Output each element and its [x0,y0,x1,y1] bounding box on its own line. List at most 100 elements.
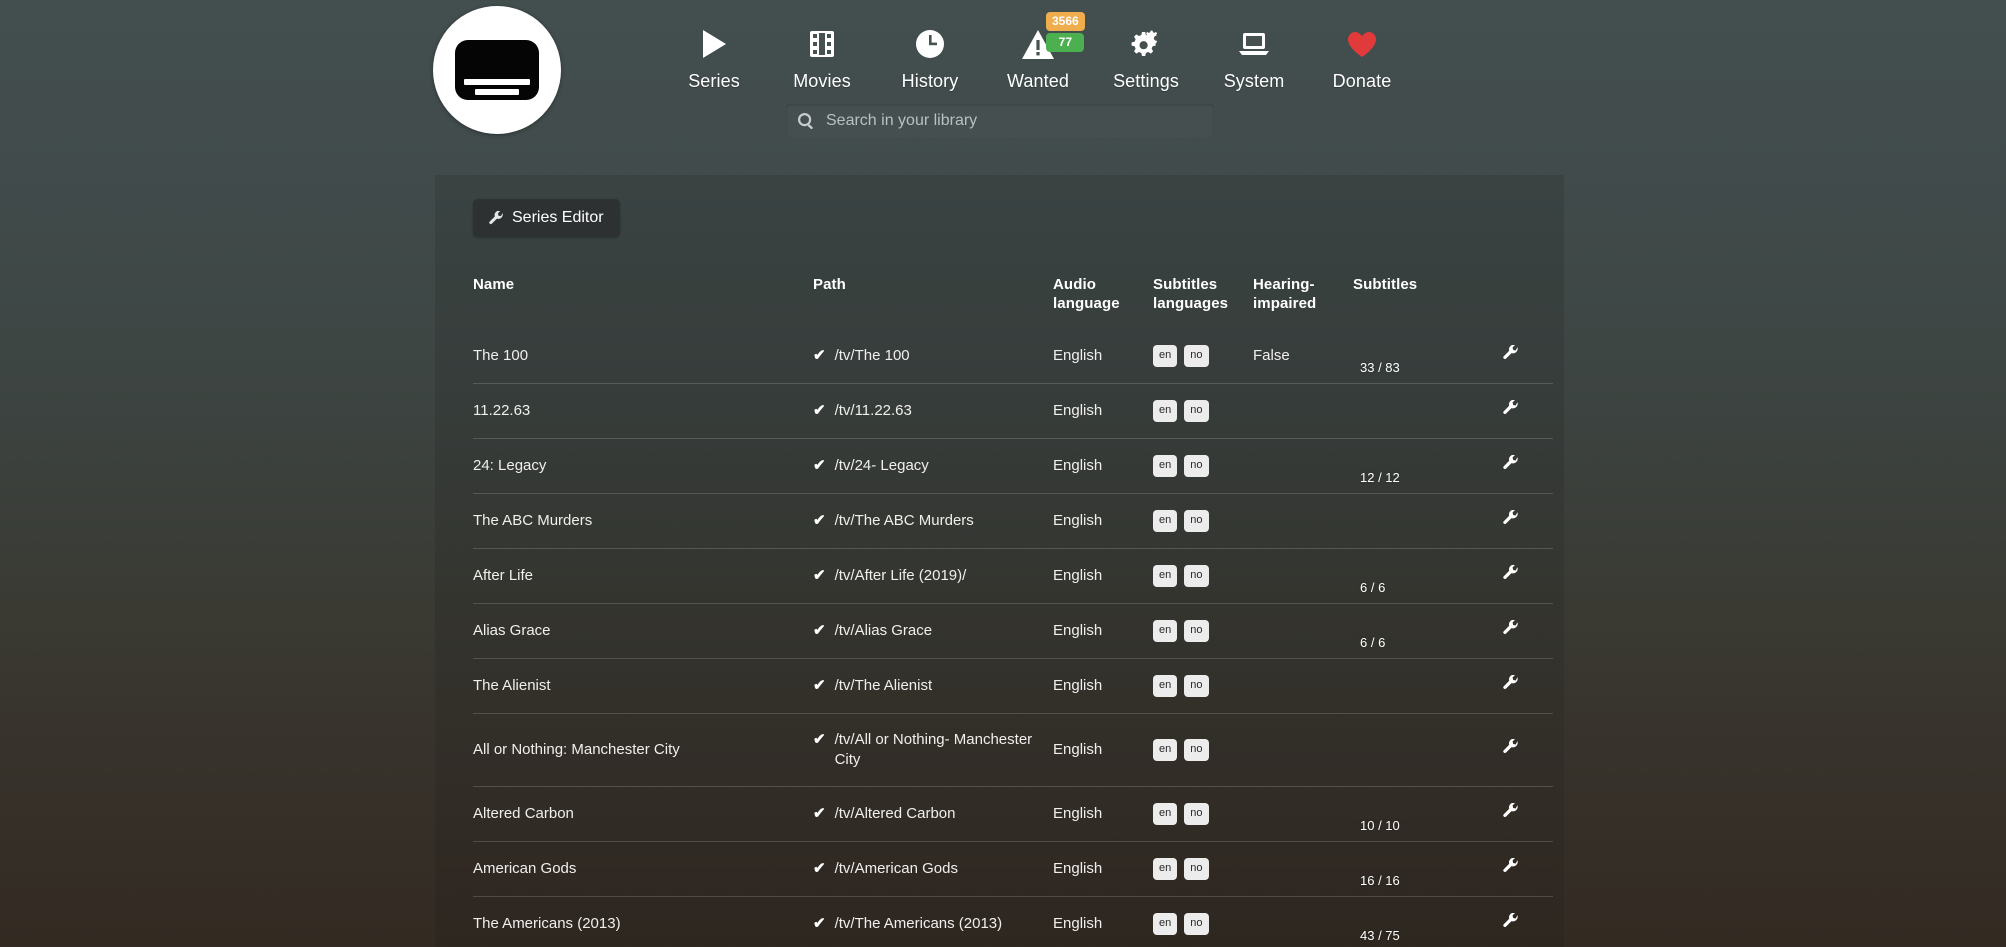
series-editor-button[interactable]: Series Editor [473,199,620,237]
nav-label-system: System [1223,71,1285,91]
row-edit-wrench-icon[interactable] [1503,858,1519,874]
row-edit-wrench-icon[interactable] [1503,510,1519,526]
cell-series-name[interactable]: 11.22.63 [473,383,813,439]
bazarr-logo-icon[interactable] [433,6,561,134]
table-row[interactable]: The 100 ✔ /tv/The 100 English en no False… [473,329,1553,384]
nav-item-history[interactable]: History [876,18,984,92]
table-row[interactable]: After Life ✔ /tv/After Life (2019)/ Engl… [473,548,1553,604]
subtitle-language-pill[interactable]: no [1184,345,1209,367]
subtitle-language-pill[interactable]: en [1153,510,1178,532]
table-row[interactable]: Alias Grace ✔ /tv/Alias Grace English en… [473,603,1553,659]
cell-series-path: ✔ /tv/The Alienist [813,658,1053,714]
cell-series-name[interactable]: The Americans (2013) [473,896,813,947]
cell-subtitles-languages: en no [1153,438,1253,494]
row-edit-wrench-icon[interactable] [1503,455,1519,471]
cell-hearing-impaired [1253,548,1353,604]
row-edit-wrench-icon[interactable] [1503,400,1519,416]
subtitle-language-pill[interactable]: no [1184,455,1209,477]
cell-series-name[interactable]: American Gods [473,841,813,897]
subtitle-language-pill[interactable]: en [1153,739,1178,761]
logo-subtitle-line-1 [464,79,530,85]
subtitle-language-pill[interactable]: no [1184,510,1209,532]
search-bar[interactable] [786,104,1214,138]
path-exists-check-icon: ✔ [813,731,826,748]
column-header-name[interactable]: Name [473,276,515,293]
column-header-subtitles[interactable]: Subtitles [1353,276,1418,293]
subtitle-language-pill[interactable]: no [1184,565,1209,587]
nav-item-donate[interactable]: Donate [1308,18,1416,92]
subtitle-language-pill[interactable]: en [1153,803,1178,825]
nav-item-system[interactable]: System [1200,18,1308,92]
table-row[interactable]: All or Nothing: Manchester City ✔ /tv/Al… [473,713,1553,787]
row-edit-wrench-icon[interactable] [1503,803,1519,819]
subtitle-language-pill[interactable]: no [1184,739,1209,761]
subtitle-language-pill[interactable]: en [1153,455,1178,477]
subtitle-language-pill[interactable]: en [1153,620,1178,642]
wanted-badge-recent[interactable]: 77 [1046,33,1085,52]
cell-subtitles-languages: en no [1153,548,1253,604]
main-navigation: Series Movies [660,12,1416,92]
column-header-path[interactable]: Path [813,276,846,293]
path-exists-check-icon: ✔ [813,512,826,529]
nav-label-wanted: Wanted [1007,71,1069,91]
series-table-head: Name Path Audio language Subtitles langu… [473,275,1553,329]
table-row[interactable]: 24: Legacy ✔ /tv/24- Legacy English en no… [473,438,1553,494]
nav-item-wanted[interactable]: 3566 77 Wanted [984,12,1092,92]
row-edit-wrench-icon[interactable] [1503,913,1519,929]
table-row[interactable]: The ABC Murders ✔ /tv/The ABC Murders En… [473,493,1553,549]
gears-icon [1129,22,1163,66]
series-table: Name Path Audio language Subtitles langu… [473,275,1553,947]
column-header-subtitles-languages[interactable]: Subtitles languages [1153,276,1229,312]
subtitle-language-pill[interactable]: en [1153,858,1178,880]
subtitle-language-pill[interactable]: en [1153,565,1178,587]
cell-series-name[interactable]: The Alienist [473,658,813,714]
table-row[interactable]: The Alienist ✔ /tv/The Alienist English … [473,658,1553,714]
cell-subtitles-languages: en no [1153,493,1253,549]
cell-series-name[interactable]: All or Nothing: Manchester City [473,713,813,787]
subtitle-language-pill[interactable]: no [1184,858,1209,880]
subtitle-language-pill[interactable]: no [1184,675,1209,697]
row-edit-wrench-icon[interactable] [1503,345,1519,361]
subtitle-language-pill[interactable]: en [1153,913,1178,935]
nav-item-series[interactable]: Series [660,18,768,92]
path-text: /tv/Alias Grace [834,622,933,639]
subtitle-language-pill[interactable]: no [1184,400,1209,422]
search-input[interactable] [826,112,1202,130]
cell-series-name[interactable]: The ABC Murders [473,493,813,549]
table-row[interactable]: The Americans (2013) ✔ /tv/The Americans… [473,896,1553,947]
table-row[interactable]: 11.22.63 ✔ /tv/11.22.63 English en no [473,383,1553,439]
cell-series-name[interactable]: Alias Grace [473,603,813,659]
table-row[interactable]: American Gods ✔ /tv/American Gods Englis… [473,841,1553,897]
row-edit-wrench-icon[interactable] [1503,739,1519,755]
row-edit-wrench-icon[interactable] [1503,620,1519,636]
subtitle-language-pill[interactable]: no [1184,913,1209,935]
cell-series-name[interactable]: After Life [473,548,813,604]
cell-audio-language: English [1053,603,1153,659]
subtitle-language-pill[interactable]: no [1184,620,1209,642]
column-header-hearing-impaired[interactable]: Hearing-impaired [1253,276,1317,312]
column-header-audio-language[interactable]: Audio language [1053,276,1120,312]
cell-hearing-impaired [1253,493,1353,549]
subtitle-language-pill[interactable]: en [1153,675,1178,697]
cell-subtitles-progress: 16 / 16 [1353,841,1503,897]
cell-series-name[interactable]: 24: Legacy [473,438,813,494]
path-text: /tv/The Americans (2013) [834,915,1003,932]
cell-hearing-impaired [1253,438,1353,494]
nav-label-settings: Settings [1113,71,1179,91]
film-icon [808,22,836,66]
cell-series-name[interactable]: Altered Carbon [473,786,813,842]
subtitle-language-pill[interactable]: en [1153,345,1178,367]
path-text: /tv/The 100 [834,347,910,364]
cell-hearing-impaired [1253,383,1353,439]
subtitle-language-pill[interactable]: no [1184,803,1209,825]
subtitle-language-pill[interactable]: en [1153,400,1178,422]
cell-subtitles-progress [1353,383,1503,439]
wanted-badge-total[interactable]: 3566 [1046,12,1085,31]
row-edit-wrench-icon[interactable] [1503,675,1519,691]
nav-item-settings[interactable]: Settings [1092,18,1200,92]
nav-item-movies[interactable]: Movies [768,18,876,92]
table-row[interactable]: Altered Carbon ✔ /tv/Altered Carbon Engl… [473,786,1553,842]
cell-row-action [1503,658,1553,714]
row-edit-wrench-icon[interactable] [1503,565,1519,581]
cell-series-name[interactable]: The 100 [473,347,529,364]
